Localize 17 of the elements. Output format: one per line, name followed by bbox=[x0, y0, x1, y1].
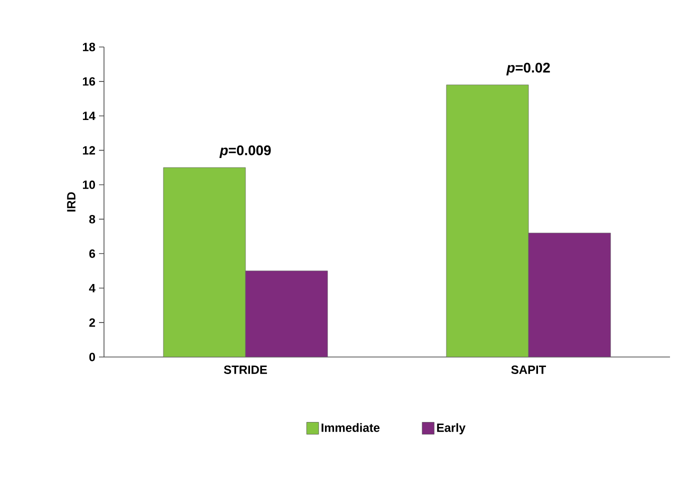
legend-label: Immediate bbox=[322, 423, 380, 432]
y-tick-label: 4 bbox=[89, 284, 96, 292]
y-tick-label: 0 bbox=[89, 352, 96, 362]
annotation: p=0.02 bbox=[506, 62, 550, 76]
legend-label: Early bbox=[437, 423, 466, 434]
y-axis-title: IRD bbox=[67, 192, 76, 212]
y-tick-label: 2 bbox=[89, 318, 96, 327]
y-tick-label: 8 bbox=[89, 214, 96, 224]
x-tick-label: STRIDE bbox=[224, 365, 267, 374]
y-tick-label: 6 bbox=[89, 249, 96, 258]
y-tick-label: 14 bbox=[82, 112, 96, 120]
x-tick-label: SAPIT bbox=[511, 365, 546, 374]
y-tick-label: 12 bbox=[82, 146, 96, 154]
annotation: p=0.009 bbox=[219, 145, 271, 158]
y-tick-label: 10 bbox=[82, 180, 96, 189]
y-tick-label: 18 bbox=[82, 42, 96, 52]
y-tick-label: 16 bbox=[82, 77, 96, 86]
